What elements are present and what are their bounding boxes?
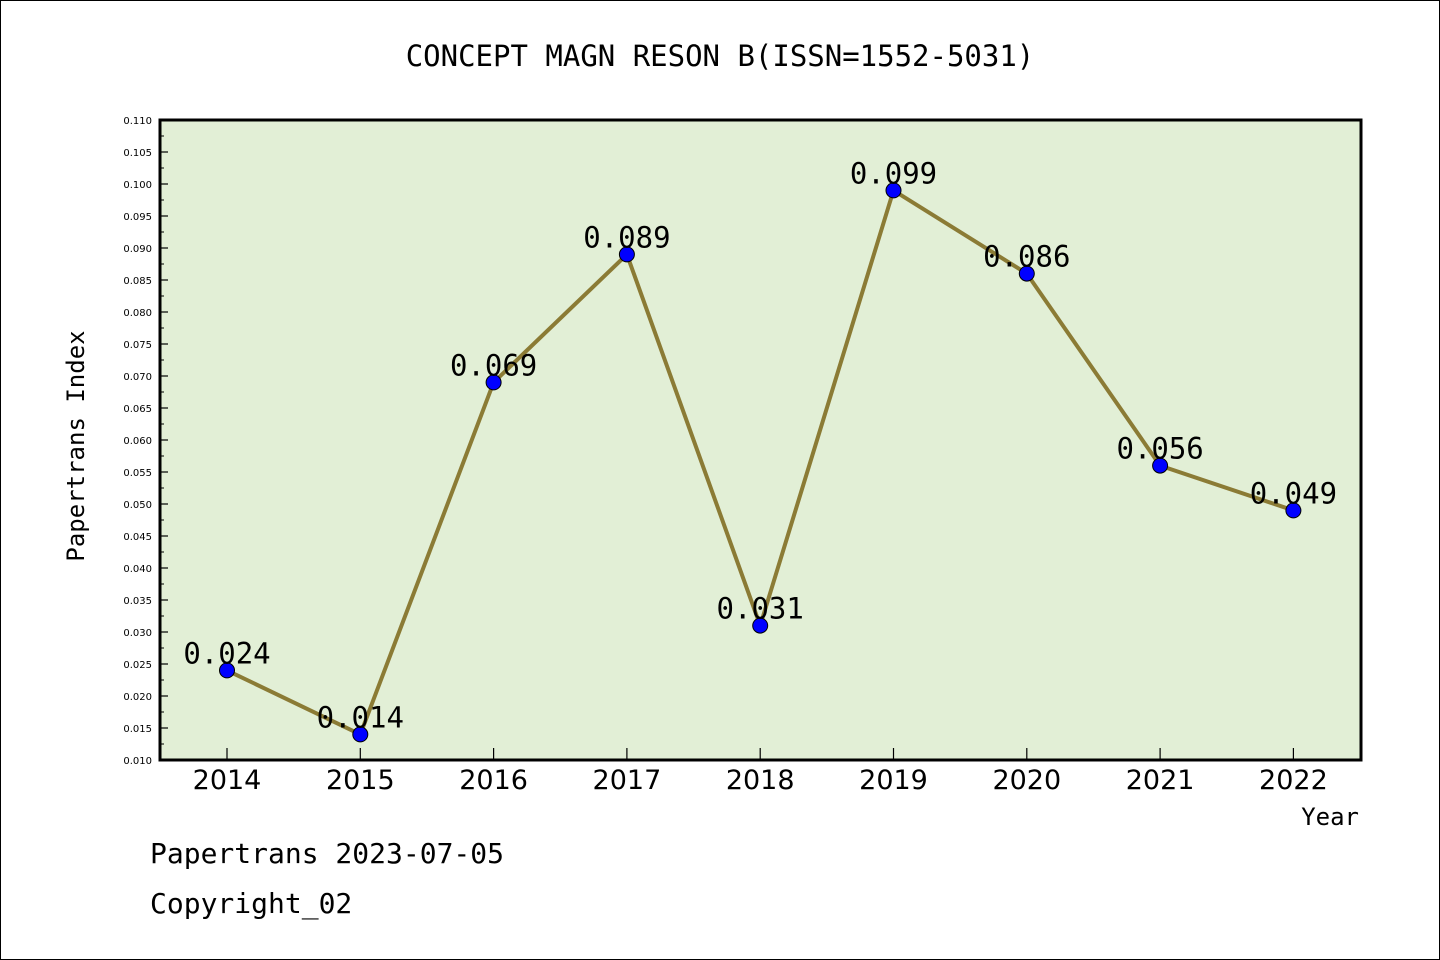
x-axis-tick-labels: 2014 2015 2016 2017 2018 2019 2020 2021 2022 [193, 765, 1328, 796]
x-tick-label: 2014 [193, 765, 262, 796]
data-label: 0.031 [717, 592, 804, 626]
y-tick-label: 0.080 [123, 308, 152, 319]
y-tick-label: 0.055 [123, 468, 152, 479]
x-axis-ticks [226, 748, 1295, 760]
data-point [352, 726, 369, 743]
y-tick-label: 0.040 [123, 564, 152, 575]
y-tick-label: 0.050 [123, 500, 152, 511]
y-tick-label: 0.105 [123, 148, 152, 159]
data-label: 0.014 [317, 700, 404, 734]
y-tick-label: 0.025 [123, 660, 152, 671]
data-point [1152, 457, 1169, 474]
x-axis-label: Year [1301, 803, 1359, 831]
data-point [752, 617, 769, 634]
y-tick-label: 0.035 [123, 596, 152, 607]
data-point [219, 662, 235, 679]
y-tick-label: 0.085 [123, 276, 152, 287]
y-tick-label: 0.070 [123, 372, 152, 383]
x-tick-label: 2018 [726, 765, 795, 796]
x-tick-label: 2020 [992, 765, 1061, 796]
y-tick-label: 0.045 [123, 532, 152, 543]
data-label: 0.049 [1250, 476, 1337, 510]
x-tick-label: 2019 [859, 765, 928, 796]
x-tick-label: 2022 [1259, 765, 1328, 796]
y-tick-label: 0.020 [123, 692, 152, 703]
x-tick-label: 2016 [459, 765, 528, 796]
data-markers [219, 182, 1302, 743]
y-axis-tick-labels: 0.010 0.015 0.020 0.025 0.030 0.035 0.040 0.045… [123, 116, 152, 767]
data-label: 0.069 [450, 348, 537, 382]
y-tick-label: 0.015 [123, 724, 152, 735]
y-axis-label: Papertrans Index [62, 330, 90, 561]
x-tick-label: 2021 [1126, 765, 1195, 796]
data-label: 0.089 [583, 220, 670, 254]
y-tick-label: 0.030 [123, 628, 152, 639]
footer-copyright: Copyright_02 [150, 887, 352, 921]
y-tick-label: 0.110 [123, 116, 152, 127]
x-tick-label: 2017 [593, 765, 662, 796]
y-tick-label: 0.065 [123, 404, 152, 415]
data-point [1018, 265, 1035, 282]
plot-area [160, 120, 1361, 760]
data-labels: 0.024 0.014 0.069 0.089 0.031 0.099 0.086 0.056… [183, 156, 1337, 734]
plot-border [158, 118, 1363, 762]
y-tick-label: 0.090 [123, 244, 152, 255]
y-tick-label: 0.100 [123, 180, 152, 191]
data-label: 0.024 [183, 636, 270, 670]
y-tick-label: 0.060 [123, 436, 152, 447]
data-label: 0.086 [983, 240, 1070, 274]
data-label: 0.099 [850, 156, 937, 190]
y-tick-label: 0.010 [123, 756, 152, 767]
data-point [885, 182, 902, 199]
data-point [618, 246, 635, 263]
y-tick-label: 0.095 [123, 212, 152, 223]
y-tick-label: 0.075 [123, 340, 152, 351]
data-point [485, 374, 502, 391]
chart-title: CONCEPT MAGN RESON B(ISSN=1552-5031) [406, 39, 1035, 73]
data-point [1285, 502, 1302, 519]
data-label: 0.056 [1116, 432, 1203, 466]
footer-date: Papertrans 2023-07-05 [150, 837, 504, 870]
x-tick-label: 2015 [326, 765, 395, 796]
